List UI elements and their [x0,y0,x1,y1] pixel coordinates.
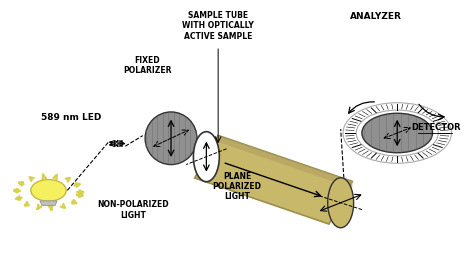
Ellipse shape [31,180,66,201]
Circle shape [356,110,438,156]
Text: DETECTOR: DETECTOR [411,123,461,132]
Text: FIXED
POLARIZER: FIXED POLARIZER [123,56,172,75]
Polygon shape [40,201,57,205]
Polygon shape [218,135,352,188]
Text: ANALYZER: ANALYZER [350,12,402,21]
Text: 589 nm LED: 589 nm LED [41,113,102,122]
Circle shape [343,103,451,163]
Text: PLANE
POLARIZED
LIGHT: PLANE POLARIZED LIGHT [212,172,262,201]
Text: SAMPLE TUBE
WITH OPTICALLY
ACTIVE SAMPLE: SAMPLE TUBE WITH OPTICALLY ACTIVE SAMPLE [182,11,254,41]
Ellipse shape [145,112,197,165]
Polygon shape [195,135,352,224]
Ellipse shape [193,132,219,182]
Ellipse shape [362,113,433,153]
Ellipse shape [328,178,354,228]
Text: NON-POLARIZED
LIGHT: NON-POLARIZED LIGHT [98,201,169,220]
